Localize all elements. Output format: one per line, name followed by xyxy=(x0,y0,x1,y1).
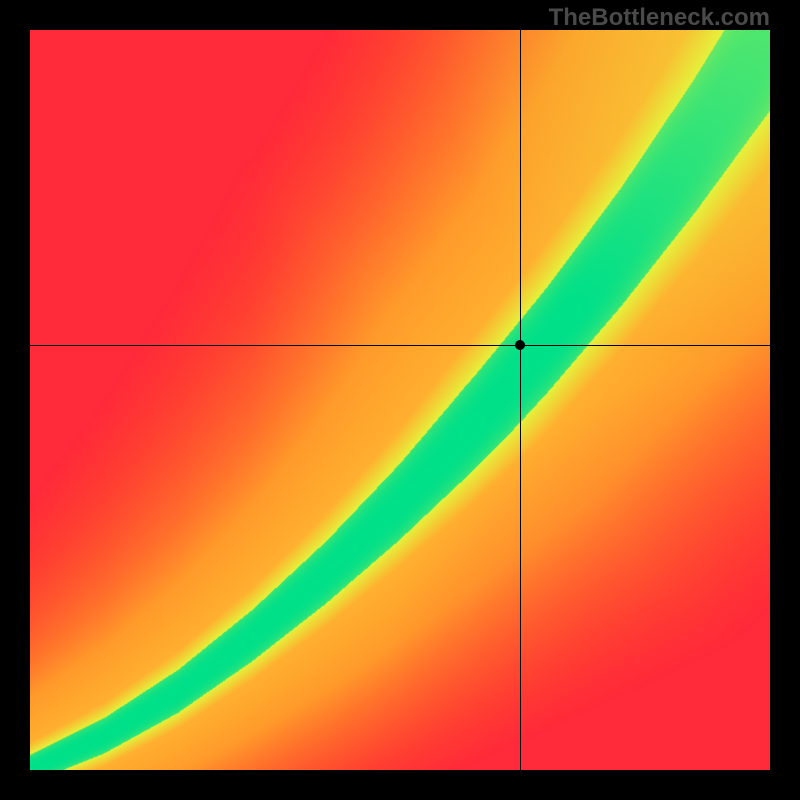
watermark-text: TheBottleneck.com xyxy=(549,4,770,32)
crosshair-horizontal xyxy=(30,345,770,346)
crosshair-marker xyxy=(515,340,525,350)
heatmap-plot xyxy=(30,30,770,770)
heatmap-canvas xyxy=(30,30,770,770)
crosshair-vertical xyxy=(520,30,521,770)
